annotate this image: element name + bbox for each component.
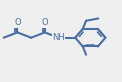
Text: NH: NH	[52, 33, 65, 42]
Text: O: O	[14, 18, 21, 27]
Text: O: O	[42, 18, 48, 27]
